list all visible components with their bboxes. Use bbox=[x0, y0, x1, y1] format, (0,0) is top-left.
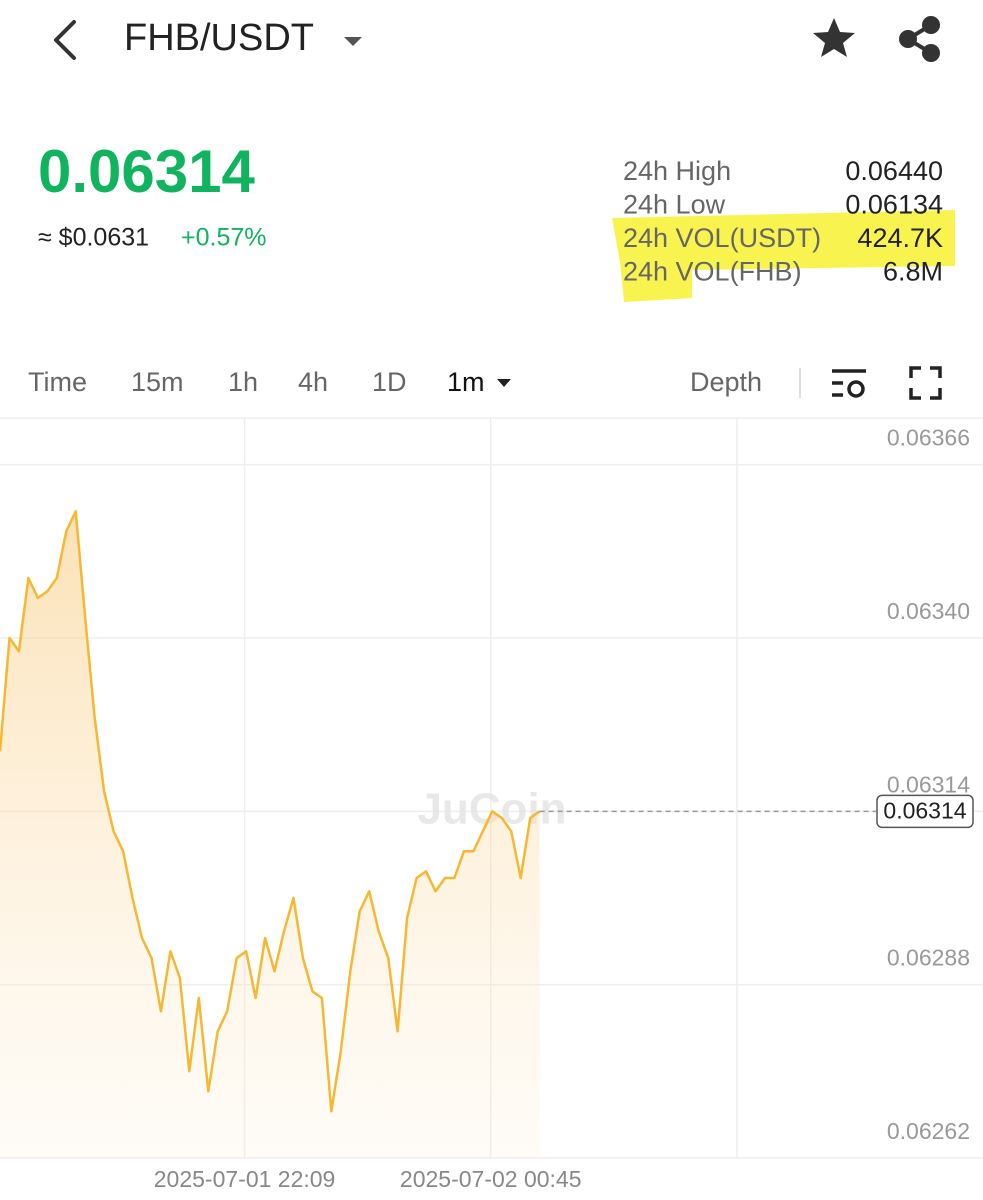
highlight-mark bbox=[612, 210, 955, 302]
tab[interactable]: 15m bbox=[131, 367, 184, 397]
pair-dropdown[interactable] bbox=[344, 37, 362, 46]
price-area bbox=[0, 511, 540, 1158]
y-tick-label: 0.06288 bbox=[887, 945, 970, 971]
current-price-box bbox=[876, 794, 974, 829]
tab[interactable]: 1h bbox=[228, 367, 258, 397]
y-tick-label: 0.06262 bbox=[887, 1118, 970, 1144]
stat-label: 24h VOL(USDT) bbox=[623, 223, 821, 253]
x-tick-label: 2025-07-02 00:45 bbox=[400, 1166, 582, 1192]
stat-label: 24h High bbox=[623, 156, 731, 186]
share-icon[interactable] bbox=[899, 16, 940, 62]
stat-label: 24h Low bbox=[623, 190, 726, 220]
stat-label: 24h VOL(FHB) bbox=[623, 257, 802, 287]
y-tick-label: 0.06340 bbox=[887, 598, 970, 624]
tab[interactable]: 1m bbox=[447, 367, 485, 397]
tab[interactable]: 1D bbox=[372, 367, 407, 397]
price-line bbox=[0, 510, 541, 1113]
usd-price: ≈ $0.0631 bbox=[38, 224, 149, 252]
interval-dropdown[interactable] bbox=[497, 379, 511, 387]
stat-value: 0.06134 bbox=[845, 190, 943, 220]
y-tick-label: 0.06314 bbox=[887, 771, 970, 797]
current-price-label: 0.06314 bbox=[883, 797, 966, 823]
back-button[interactable] bbox=[54, 20, 76, 60]
pair-title[interactable]: FHB/USDT bbox=[124, 17, 314, 59]
favorite-icon[interactable] bbox=[813, 18, 855, 57]
tab[interactable]: 4h bbox=[298, 367, 328, 397]
last-price: 0.06314 bbox=[38, 138, 256, 205]
price-change: +0.57% bbox=[181, 224, 267, 252]
stat-value: 424.7K bbox=[857, 223, 943, 253]
stat-value: 0.06440 bbox=[845, 156, 943, 186]
x-tick-label: 2025-07-01 22:09 bbox=[154, 1166, 336, 1192]
indicator-settings-icon[interactable] bbox=[832, 369, 866, 398]
stat-value: 6.8M bbox=[883, 257, 943, 287]
tab[interactable]: Depth bbox=[690, 367, 762, 397]
y-tick-label: 0.06366 bbox=[887, 425, 970, 451]
tab[interactable]: Time bbox=[28, 367, 87, 397]
fullscreen-icon[interactable] bbox=[909, 366, 942, 400]
